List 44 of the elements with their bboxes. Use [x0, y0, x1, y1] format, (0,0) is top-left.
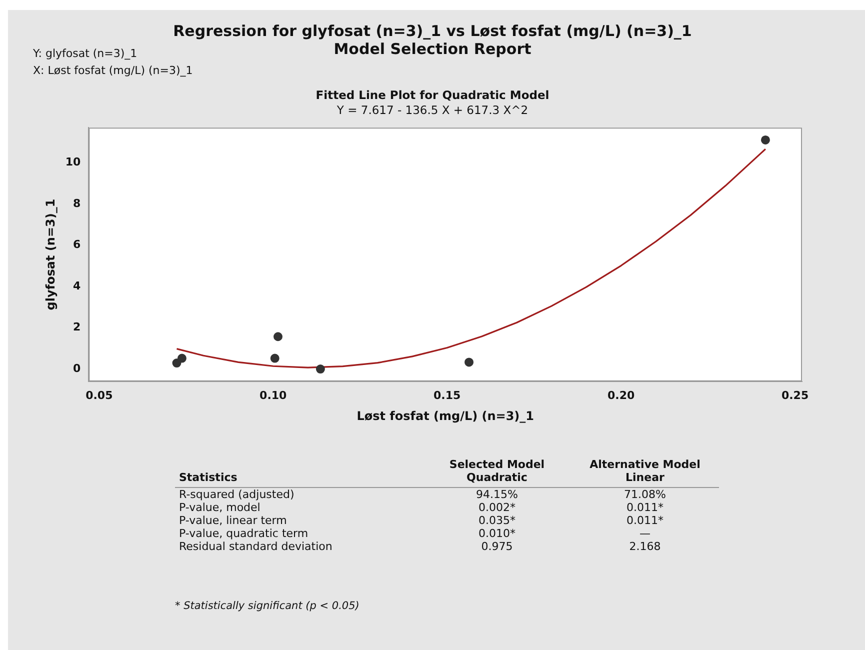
point	[273, 332, 282, 342]
text: 0.011*	[626, 501, 664, 514]
text: 94.15%	[475, 488, 519, 501]
text: Statistics	[175, 458, 423, 488]
text: R-squared (adjusted)	[178, 488, 296, 501]
x-axis-title: Løst fosfat (mg/L) (n=3)_1	[356, 408, 534, 423]
text: * Statistically significant (p < 0.05)	[175, 600, 360, 612]
text: Y = 7.617 - 136.5 X + 617.3 X^2	[336, 103, 530, 117]
y-tick-label: 6	[73, 238, 82, 252]
x-tick-label: 0.15	[434, 388, 461, 402]
text: 0.002*	[478, 501, 516, 514]
text: P-value, quadratic term	[178, 527, 310, 540]
y-tick-label: 2	[73, 320, 81, 334]
x-tick-label: 0.25	[781, 388, 809, 402]
text: Selected Model Quadratic	[423, 458, 571, 488]
text: 0.975	[480, 540, 514, 553]
text: Residual standard deviation	[178, 540, 334, 553]
y-tick-label: 8	[73, 196, 81, 210]
point	[316, 364, 325, 374]
text: Y: glyfosat (n=3)_1	[33, 47, 138, 60]
y-tick-label: 0	[73, 362, 82, 375]
text: 2.168	[628, 540, 662, 553]
chart-title: Regression for glyfosat (n=3)_1 vs Løst fosfat (mg/L) (n=3)_1	[172, 22, 693, 40]
text: P-value, model	[178, 501, 262, 514]
text: 0.035*	[478, 514, 516, 527]
text: 0.010*	[478, 527, 516, 540]
x-tick-label: 0.20	[607, 388, 635, 402]
text: P-value, linear term	[178, 514, 288, 527]
point	[760, 135, 770, 144]
text: 71.08%	[623, 488, 667, 501]
y-tick-label: 10	[65, 156, 82, 169]
x-tick-label: 0.10	[260, 388, 288, 402]
point	[177, 354, 186, 363]
text: Alternative Model Linear	[571, 458, 719, 488]
point	[464, 358, 474, 367]
chart-subtitle: Model Selection Report	[334, 40, 532, 58]
y-axis-title: glyfosat (n=3)_1	[43, 198, 58, 310]
text: —	[638, 527, 652, 540]
text: Fitted Line Plot for Quadratic Model	[314, 88, 550, 102]
point	[270, 354, 280, 363]
y-tick-label: 4	[73, 279, 82, 292]
text: 0.011*	[626, 514, 664, 527]
x-tick-label: 0.05	[86, 388, 113, 402]
text: X: Løst fosfat (mg/L) (n=3)_1	[33, 64, 193, 77]
